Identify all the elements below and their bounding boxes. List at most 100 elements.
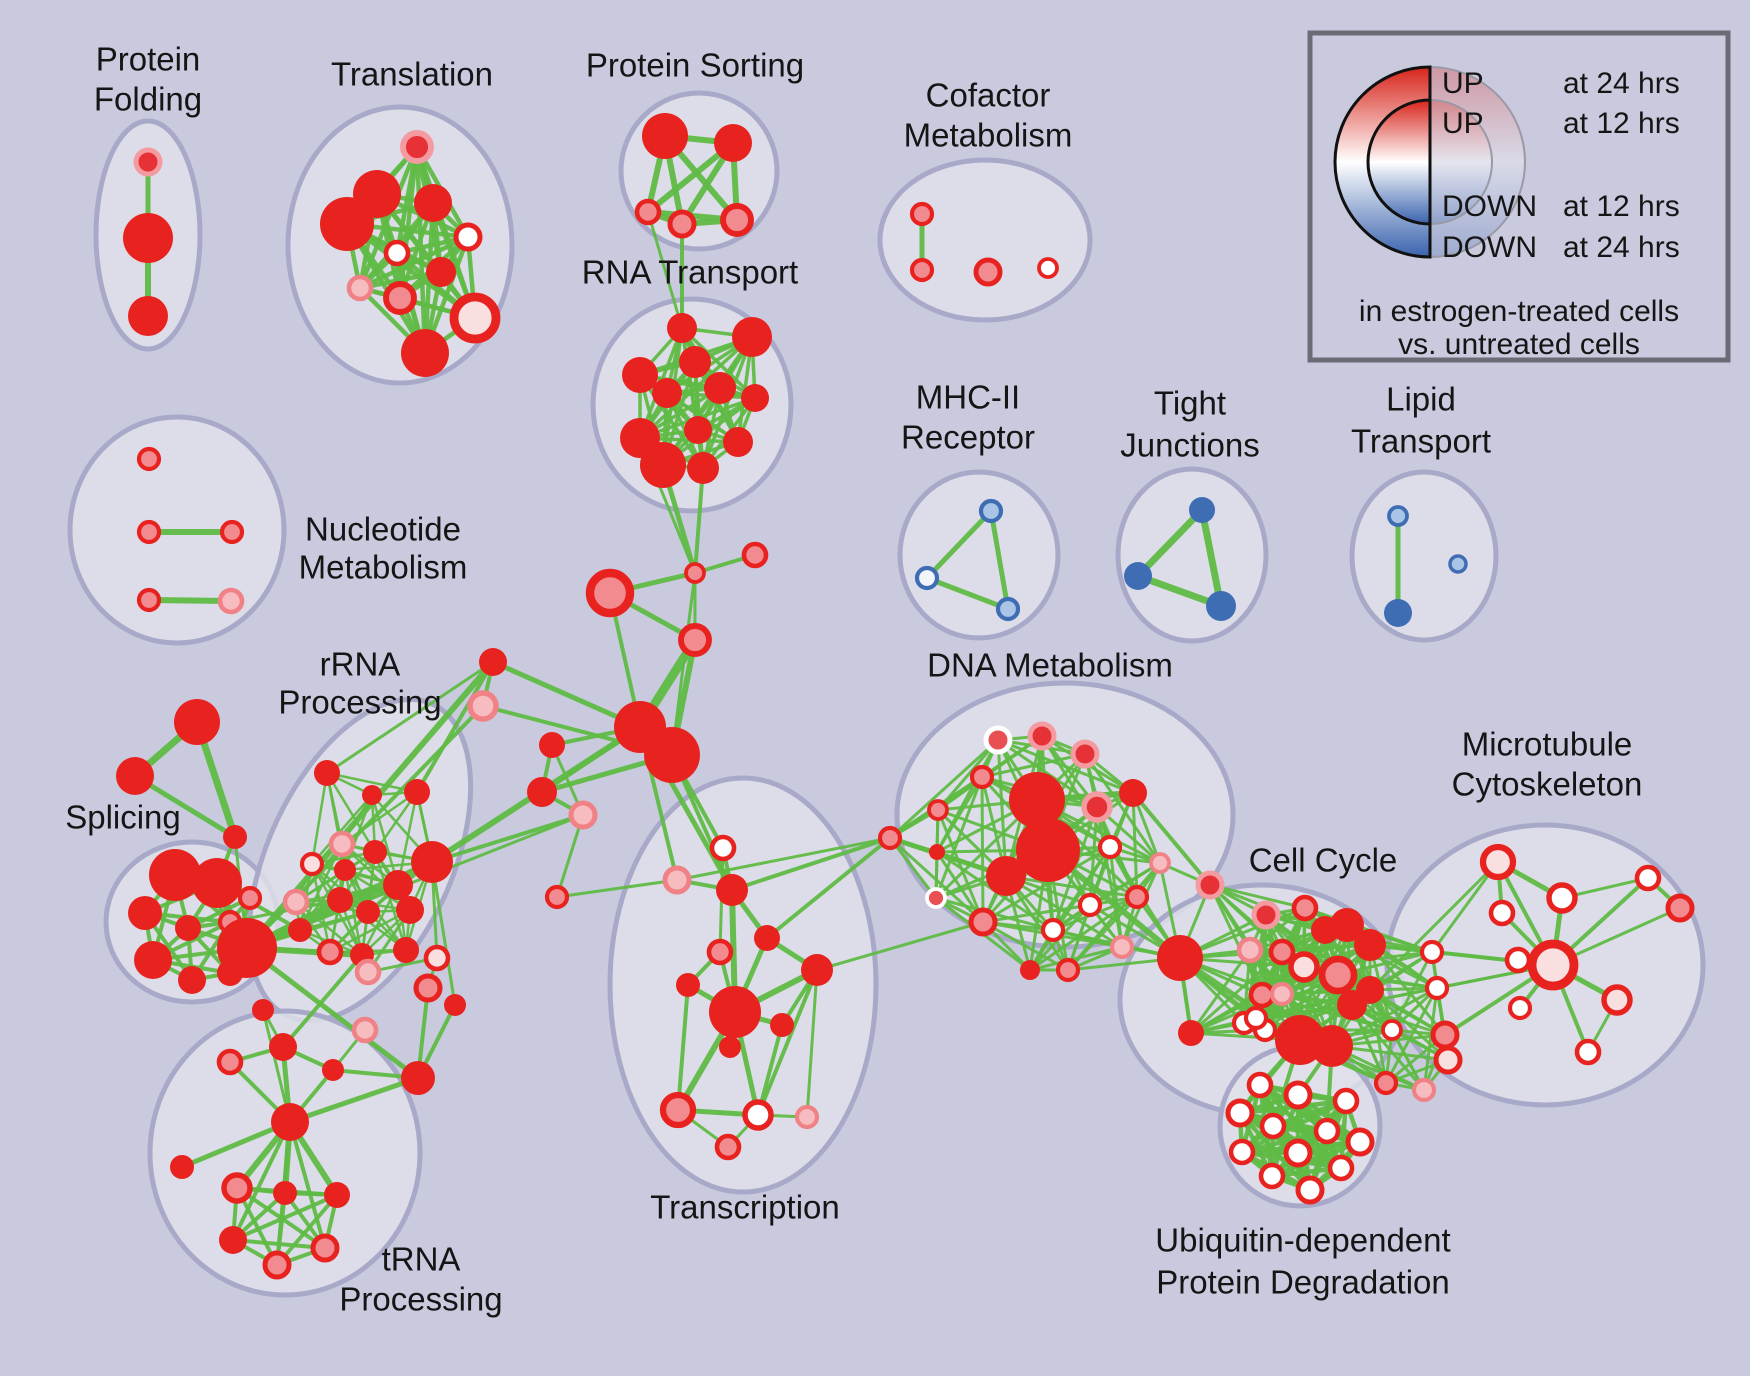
network-node — [334, 859, 356, 881]
cluster-label-tight-junctions: Tight — [1154, 385, 1226, 422]
cluster-label-mhc-ii-receptor: Receptor — [901, 419, 1035, 456]
cluster-label-rrna-processing: Processing — [278, 684, 441, 721]
cluster-label-microtubule-cytoskeleton: Microtubule — [1462, 726, 1633, 763]
network-edge — [1368, 988, 1450, 1062]
network-node — [1373, 1070, 1399, 1096]
network-node — [1097, 834, 1123, 860]
network-node — [1433, 1045, 1463, 1075]
network-node — [706, 938, 734, 966]
cluster-label-splicing: Splicing — [65, 799, 181, 836]
network-node — [320, 197, 374, 251]
network-edge — [244, 945, 421, 1081]
network-edge — [430, 860, 457, 1007]
network-node — [716, 874, 748, 906]
network-node — [219, 1226, 247, 1254]
network-edge — [988, 508, 1011, 612]
cluster-label-ubiquitin-degradation: Ubiquitin-dependent — [1155, 1222, 1450, 1259]
network-edge — [132, 773, 238, 840]
legend-direction-2: DOWN — [1442, 190, 1537, 223]
network-node — [1448, 554, 1468, 574]
network-node — [449, 292, 501, 344]
network-node — [414, 184, 452, 222]
network-edge — [1368, 860, 1500, 992]
network-node — [217, 918, 277, 978]
network-edge — [805, 968, 819, 1119]
network-edge — [288, 1120, 327, 1250]
network-node — [1295, 1175, 1325, 1205]
network-node — [192, 858, 242, 908]
legend-time-0: at 24 hrs — [1563, 67, 1680, 100]
network-node — [1430, 1020, 1460, 1050]
network-node — [1189, 497, 1215, 523]
network-node — [123, 213, 173, 263]
legend: UP at 24 hrs UP at 12 hrs DOWN at 12 hrs DOWN a… — [1307, 30, 1731, 363]
network-node — [174, 699, 220, 745]
network-edge — [294, 900, 364, 957]
legend-caption-line-1: in estrogen-treated cells — [1359, 295, 1679, 328]
network-node — [1574, 1038, 1602, 1066]
network-node — [684, 562, 706, 584]
network-edge — [325, 771, 377, 854]
network-node — [401, 1061, 435, 1095]
network-node — [401, 329, 449, 377]
network-edge — [231, 1193, 339, 1242]
cluster-label-cofactor-metabolism: Metabolism — [904, 117, 1073, 154]
network-node — [219, 519, 245, 545]
network-node — [404, 779, 430, 805]
node-layer — [116, 113, 1695, 1280]
network-edge — [924, 508, 994, 581]
network-node — [741, 384, 769, 412]
network-node — [223, 825, 247, 849]
network-edge — [980, 775, 985, 924]
network-node — [362, 785, 382, 805]
network-node — [644, 727, 700, 783]
network-node — [983, 725, 1013, 755]
network-node — [995, 596, 1021, 622]
network-node — [969, 764, 995, 790]
network-edge — [981, 920, 1070, 972]
network-edge — [1040, 734, 1112, 849]
network-node — [1055, 957, 1081, 983]
network-node — [709, 834, 737, 862]
network-node — [662, 865, 692, 895]
network-edge — [1131, 791, 1139, 899]
network-node — [1027, 721, 1057, 751]
network-node — [1251, 900, 1281, 930]
legend-time-1: at 12 hrs — [1563, 107, 1680, 140]
network-edge — [1390, 950, 1434, 1032]
network-node — [346, 274, 374, 302]
legend-direction-3: DOWN — [1442, 231, 1537, 264]
network-node — [128, 296, 168, 336]
network-node — [634, 198, 662, 226]
network-node — [1009, 772, 1065, 828]
network-node — [453, 222, 483, 252]
network-edge — [1208, 883, 1307, 910]
network-node — [322, 1059, 344, 1081]
network-node — [1040, 917, 1066, 943]
network-edge — [1108, 845, 1124, 949]
network-node — [396, 896, 424, 924]
network-edge — [430, 813, 585, 864]
cluster-label-microtubule-cytoskeleton: Cytoskeleton — [1452, 766, 1643, 803]
network-node — [128, 896, 162, 930]
network-node — [909, 257, 935, 283]
cluster-label-translation: Translation — [331, 56, 493, 93]
network-node — [1387, 505, 1409, 527]
legend-inner-ring — [1366, 98, 1432, 226]
network-edge — [981, 903, 1092, 924]
network-node — [1149, 852, 1171, 874]
network-node — [1411, 1077, 1437, 1103]
network-edge — [179, 1119, 293, 1170]
network-edge — [680, 326, 757, 400]
network-edge — [815, 920, 985, 972]
network-node — [1546, 882, 1578, 914]
network-node — [316, 938, 344, 966]
network-node — [136, 519, 162, 545]
network-node — [1119, 779, 1147, 807]
network-node — [676, 973, 700, 997]
network-node — [732, 317, 772, 357]
network-node — [444, 994, 466, 1016]
network-edge — [325, 660, 495, 775]
